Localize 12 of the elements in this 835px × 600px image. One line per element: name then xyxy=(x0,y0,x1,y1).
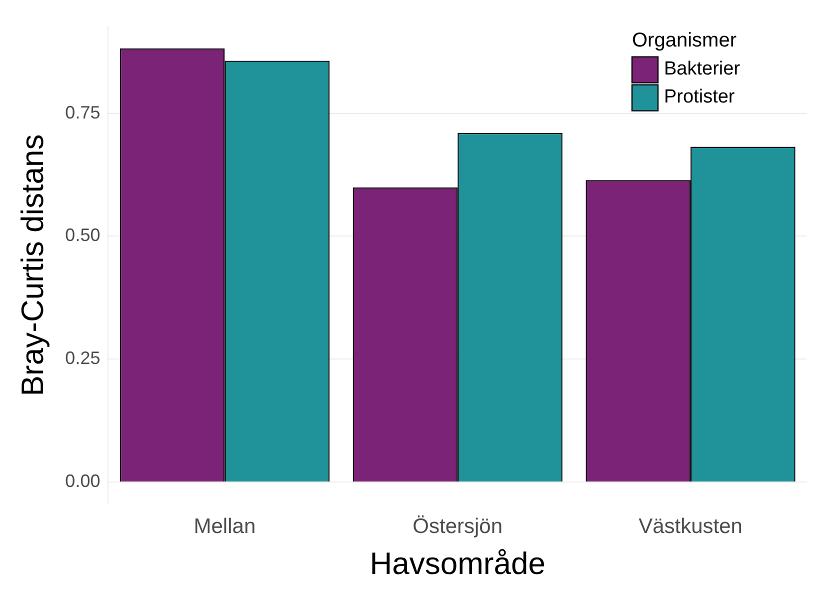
x-axis-title: Havsområde xyxy=(370,546,546,581)
y-tick-label: 0.50 xyxy=(65,225,100,246)
legend-label: Protister xyxy=(664,86,736,108)
y-axis-title: Bray-Curtis distans xyxy=(15,134,50,396)
y-tick-label: 0.00 xyxy=(65,470,100,491)
x-tick-label: Västkusten xyxy=(638,514,742,538)
legend-label: Bakterier xyxy=(664,58,741,80)
y-tick-label: 0.75 xyxy=(65,102,100,122)
x-tick-label: Mellan xyxy=(194,514,256,538)
x-tick-label: Östersjön xyxy=(412,514,503,538)
legend-title: Organismer xyxy=(632,29,737,52)
y-tick-label: 0.25 xyxy=(65,348,100,368)
